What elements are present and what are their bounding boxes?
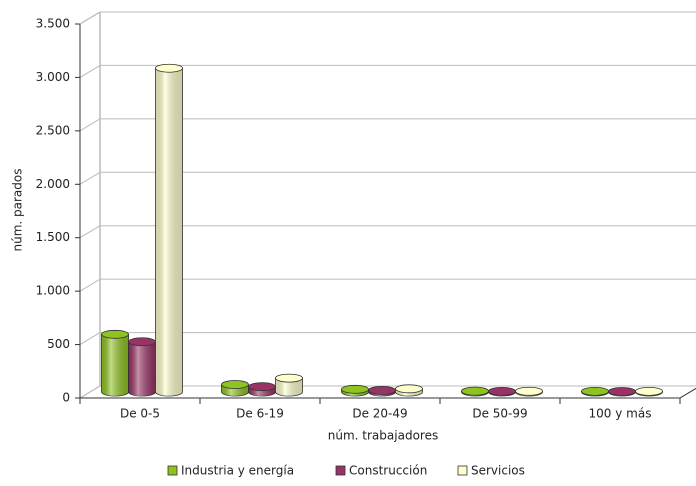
y-tick-label: 1.500 (36, 230, 70, 244)
bar-cap (221, 380, 249, 389)
y-tick-label: 3.000 (36, 70, 70, 84)
x-tick-label: De 20-49 (352, 407, 407, 421)
bar-cap (368, 385, 396, 395)
x-tick-label: De 50-99 (472, 407, 527, 421)
x-tick-label: 100 y más (589, 407, 652, 421)
grid-line-side (79, 118, 101, 132)
bar-shine (101, 334, 129, 396)
bar-cap (515, 386, 543, 396)
bar-cap (275, 373, 303, 383)
bar-cap (155, 63, 183, 73)
legend-swatch (167, 465, 178, 476)
y-tick-label: 2.000 (36, 177, 70, 191)
grid-line-side (79, 385, 101, 399)
legend-swatch (335, 465, 346, 476)
y-tick-label: 1.000 (36, 284, 70, 298)
legend-label: Servicios (471, 464, 525, 478)
bar-shine (155, 68, 183, 397)
bar-cap (461, 386, 489, 396)
grid-line-side (79, 225, 101, 239)
legend-swatch (457, 465, 468, 476)
grid-line-side (79, 171, 101, 185)
legend-label: Construcción (349, 464, 427, 478)
bar-cap (248, 382, 276, 392)
grid-line-side (79, 11, 101, 25)
y-tick-label: 2.500 (36, 123, 70, 137)
bar-cap (608, 387, 636, 396)
x-axis-label: núm. trabajadores (328, 429, 438, 443)
y-tick-label: 0 (62, 391, 70, 405)
bar-shine (275, 378, 303, 396)
bar-cap (128, 337, 156, 347)
x-tick-label: De 6-19 (236, 407, 284, 421)
legend-label: Industria y energía (181, 464, 294, 478)
x-tick-label: De 0-5 (120, 407, 160, 421)
bar-shine (128, 341, 156, 396)
y-axis-label: núm. parados (11, 169, 25, 252)
bar-cap (581, 386, 609, 396)
x-axis-back (679, 387, 696, 399)
y-tick-label: 3.500 (36, 17, 70, 31)
bar-cap (395, 384, 423, 394)
bar-cap (341, 384, 369, 394)
bar-cap (488, 386, 516, 396)
bar-cap (101, 329, 129, 339)
y-tick-label: 500 (47, 337, 70, 351)
grid-line-side (79, 64, 101, 78)
bar-cap (635, 386, 663, 396)
grid-line-side (79, 332, 101, 346)
grid-line-side (79, 278, 101, 292)
